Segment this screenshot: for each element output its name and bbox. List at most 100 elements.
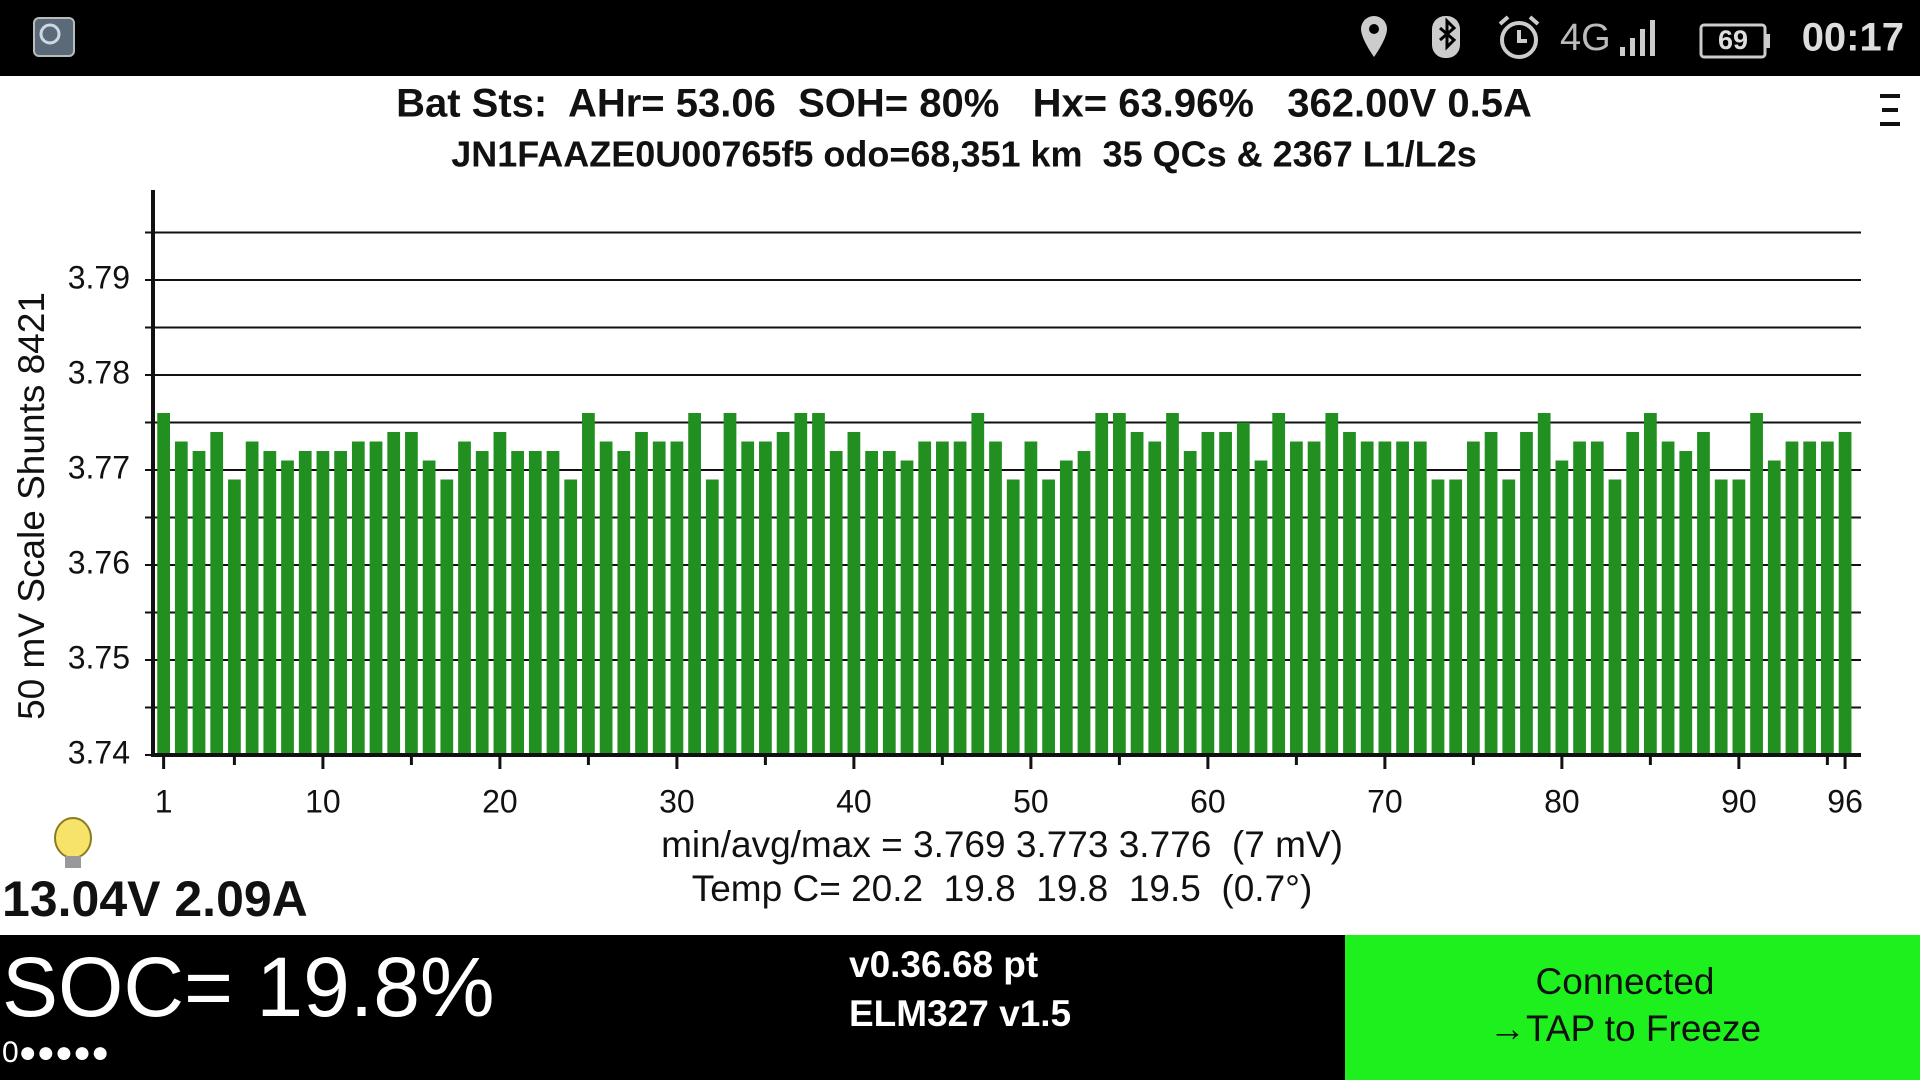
menu-button[interactable] bbox=[1880, 94, 1900, 126]
signal-icon bbox=[1620, 20, 1655, 56]
battery-level: 69 bbox=[1718, 25, 1748, 55]
bar bbox=[422, 460, 436, 755]
freeze-action[interactable]: →TAP to Freeze bbox=[1489, 1008, 1761, 1049]
y-tick-label: 3.75 bbox=[68, 639, 130, 675]
bar bbox=[1396, 441, 1409, 755]
bar bbox=[1502, 479, 1516, 755]
bar bbox=[670, 441, 684, 755]
bar bbox=[1130, 432, 1144, 755]
x-tick-label: 1 bbox=[155, 783, 173, 819]
bar bbox=[1148, 441, 1162, 755]
bar bbox=[1325, 413, 1339, 755]
bar bbox=[387, 432, 401, 755]
bar bbox=[882, 451, 896, 755]
bar bbox=[546, 451, 560, 755]
bar bbox=[1803, 441, 1817, 755]
x-tick-label: 80 bbox=[1544, 783, 1580, 819]
x-tick-label: 90 bbox=[1721, 783, 1757, 819]
bar bbox=[528, 451, 542, 755]
bar bbox=[1431, 479, 1445, 755]
bar bbox=[652, 441, 666, 755]
bar bbox=[1006, 479, 1020, 755]
app-icon bbox=[33, 17, 75, 57]
state-of-charge: SOC= 19.8% bbox=[2, 940, 495, 1034]
charge-indicator: 0●●●●● bbox=[2, 1036, 109, 1069]
bar bbox=[1024, 441, 1038, 755]
bar bbox=[847, 432, 861, 755]
bar bbox=[440, 479, 454, 755]
x-tick-label: 70 bbox=[1367, 783, 1403, 819]
bar bbox=[334, 451, 347, 755]
x-tick-label: 20 bbox=[482, 783, 518, 819]
bar bbox=[1166, 413, 1179, 755]
bar bbox=[1042, 479, 1055, 755]
bar bbox=[1697, 432, 1710, 755]
bar bbox=[1113, 413, 1126, 755]
clock: 00:17 bbox=[1802, 16, 1904, 60]
bar bbox=[1608, 479, 1622, 755]
bar bbox=[1679, 451, 1693, 755]
status-bar bbox=[0, 0, 1920, 76]
bar bbox=[1413, 441, 1427, 755]
battery-status: Bat Sts: AHr= 53.06 SOH= 80% Hx= 63.96% … bbox=[396, 82, 1532, 126]
bar bbox=[1077, 451, 1091, 755]
bar bbox=[210, 432, 224, 755]
bar bbox=[1254, 460, 1268, 755]
bulb-icon[interactable] bbox=[54, 817, 92, 868]
bar bbox=[1626, 432, 1640, 755]
location-dot bbox=[1369, 24, 1379, 34]
bar bbox=[1272, 413, 1286, 755]
bar bbox=[971, 413, 985, 755]
connection-status[interactable]: Connected bbox=[1536, 961, 1715, 1002]
bar bbox=[1732, 479, 1746, 755]
bar bbox=[1644, 413, 1657, 755]
bar bbox=[617, 451, 631, 755]
bar bbox=[1449, 479, 1463, 755]
bar bbox=[1555, 460, 1569, 755]
bar bbox=[405, 432, 418, 755]
bar bbox=[1820, 441, 1834, 755]
bar bbox=[298, 451, 312, 755]
voltage-summary: min/avg/max = 3.769 3.773 3.776 (7 mV) bbox=[661, 824, 1343, 865]
app-version: v0.36.68 pt bbox=[849, 944, 1038, 985]
bar bbox=[564, 479, 578, 755]
bar bbox=[1343, 432, 1356, 755]
bar bbox=[1219, 432, 1232, 755]
bar bbox=[759, 441, 772, 755]
bar bbox=[900, 460, 914, 755]
cell-voltage-chart: 3.74 3.75 3.76 3.77 3.78 3.79 1 10 20 30 40 50 60 70 8… bbox=[11, 190, 1863, 819]
footer-bar bbox=[0, 935, 1345, 1080]
bar bbox=[1307, 441, 1321, 755]
x-tick-label: 30 bbox=[659, 783, 695, 819]
bar bbox=[263, 451, 277, 755]
bar bbox=[1095, 413, 1109, 755]
bar bbox=[776, 432, 790, 755]
bar bbox=[1236, 422, 1250, 755]
aux-battery: 13.04V 2.09A bbox=[2, 871, 308, 927]
bar bbox=[228, 479, 241, 755]
bar bbox=[723, 413, 737, 755]
x-tick-label: 10 bbox=[305, 783, 341, 819]
bar bbox=[1750, 413, 1763, 755]
bar bbox=[174, 441, 188, 755]
bar bbox=[865, 451, 878, 755]
x-tick-label: 60 bbox=[1190, 783, 1226, 819]
bluetooth-icon bbox=[1432, 16, 1460, 58]
bar bbox=[351, 441, 365, 755]
network-type: 4G bbox=[1560, 17, 1611, 59]
vehicle-info: JN1FAAZE0U00765f5 odo=68,351 km 35 QCs &… bbox=[451, 134, 1477, 175]
bar bbox=[1785, 441, 1799, 755]
bar bbox=[369, 441, 383, 755]
bar bbox=[511, 451, 524, 755]
x-tick-label: 96 bbox=[1827, 783, 1863, 819]
bar bbox=[1838, 432, 1852, 755]
connection-button[interactable] bbox=[1345, 935, 1920, 1080]
bar bbox=[1378, 441, 1392, 755]
bar bbox=[705, 479, 719, 755]
bar bbox=[245, 441, 259, 755]
x-tick-label: 50 bbox=[1013, 783, 1049, 819]
y-axis-title: 50 mV Scale Shunts 8421 bbox=[11, 292, 52, 720]
y-tick-label: 3.78 bbox=[68, 354, 130, 390]
bar bbox=[458, 441, 471, 755]
